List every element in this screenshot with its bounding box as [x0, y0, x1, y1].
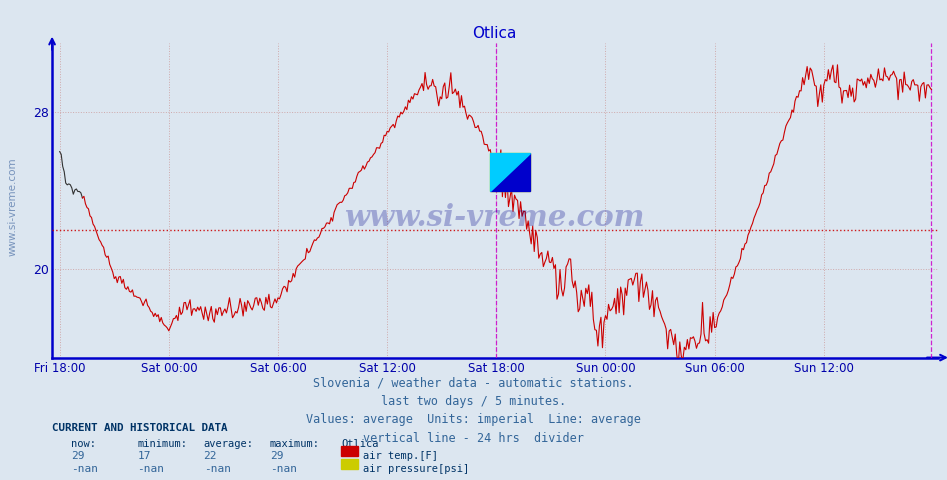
- Text: average:: average:: [204, 439, 254, 449]
- Title: Otlica: Otlica: [473, 25, 517, 41]
- Text: now:: now:: [71, 439, 96, 449]
- Text: -nan: -nan: [137, 464, 165, 474]
- Text: 22: 22: [204, 451, 217, 461]
- Bar: [491, 153, 530, 191]
- Text: www.si-vreme.com: www.si-vreme.com: [8, 157, 17, 256]
- Text: Slovenia / weather data - automatic stations.: Slovenia / weather data - automatic stat…: [313, 377, 634, 390]
- Text: CURRENT AND HISTORICAL DATA: CURRENT AND HISTORICAL DATA: [52, 423, 227, 433]
- Polygon shape: [491, 153, 530, 191]
- Text: 29: 29: [71, 451, 84, 461]
- Text: www.si-vreme.com: www.si-vreme.com: [345, 203, 645, 231]
- Text: Otlica: Otlica: [341, 439, 379, 449]
- Text: 17: 17: [137, 451, 151, 461]
- Text: minimum:: minimum:: [137, 439, 188, 449]
- Text: 29: 29: [270, 451, 283, 461]
- Text: air pressure[psi]: air pressure[psi]: [363, 464, 469, 474]
- Polygon shape: [491, 153, 530, 191]
- Text: Values: average  Units: imperial  Line: average: Values: average Units: imperial Line: av…: [306, 413, 641, 426]
- Text: -nan: -nan: [204, 464, 231, 474]
- Text: last two days / 5 minutes.: last two days / 5 minutes.: [381, 395, 566, 408]
- Text: air temp.[F]: air temp.[F]: [363, 451, 438, 461]
- Text: vertical line - 24 hrs  divider: vertical line - 24 hrs divider: [363, 432, 584, 444]
- Text: maximum:: maximum:: [270, 439, 320, 449]
- Text: -nan: -nan: [71, 464, 98, 474]
- Text: -nan: -nan: [270, 464, 297, 474]
